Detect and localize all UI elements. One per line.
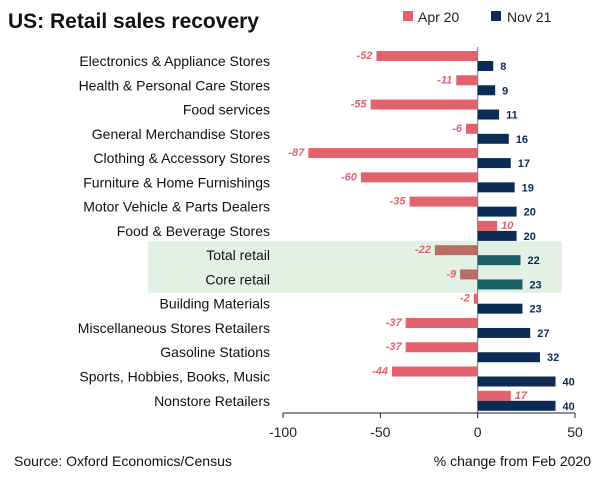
value-nov-21-food-and-beverage-stores: 20 [524, 231, 536, 243]
bar-apr-20-gasoline-stations [405, 342, 478, 353]
value-nov-21-miscellaneous-stores-retailers: 27 [537, 328, 549, 340]
x-tick-label: -100 [269, 424, 297, 440]
bar-apr-20-nonstore-retailers [477, 390, 511, 401]
bar-nov-21-food-and-beverage-stores [477, 230, 517, 241]
legend-label-apr-20: Apr 20 [418, 9, 459, 25]
bar-nov-21-food-services [477, 109, 500, 120]
value-apr-20-food-services: -55 [351, 99, 368, 111]
category-label-health-and-personal-care-stores: Health & Personal Care Stores [79, 77, 270, 93]
bar-apr-20-general-merchandise-stores [465, 123, 478, 134]
bar-nov-21-core-retail [477, 279, 523, 290]
category-label-gasoline-stations: Gasoline Stations [160, 344, 270, 360]
value-nov-21-clothing-and-accessory-stores: 17 [518, 158, 530, 170]
legend-label-nov-21: Nov 21 [507, 9, 552, 25]
bar-apr-20-clothing-and-accessory-stores [308, 148, 478, 159]
bar-nov-21-miscellaneous-stores-retailers [477, 327, 531, 338]
legend-swatch-nov-21 [491, 11, 501, 21]
value-nov-21-nonstore-retailers: 40 [563, 401, 575, 413]
value-apr-20-general-merchandise-stores: -6 [452, 123, 463, 135]
value-apr-20-clothing-and-accessory-stores: -87 [288, 147, 305, 159]
category-label-miscellaneous-stores-retailers: Miscellaneous Stores Retailers [78, 320, 270, 336]
value-nov-21-total-retail: 22 [527, 255, 539, 267]
value-nov-21-health-and-personal-care-stores: 9 [502, 85, 508, 97]
value-apr-20-furniture-and-home-furnishings: -60 [341, 171, 358, 183]
x-axis-title: % change from Feb 2020 [434, 453, 591, 469]
category-label-total-retail: Total retail [206, 247, 270, 263]
category-label-electronics-and-appliance-stores: Electronics & Appliance Stores [79, 53, 270, 69]
value-apr-20-food-and-beverage-stores: 10 [501, 220, 514, 232]
x-tick-label: 50 [567, 424, 583, 440]
category-labels: Electronics & Appliance Stores Health & P… [78, 53, 270, 409]
bar-nov-21-gasoline-stations [477, 352, 540, 363]
legend: Apr 20 Nov 21 [403, 9, 552, 25]
value-apr-20-core-retail: -9 [446, 268, 457, 280]
value-nov-21-building-materials: 23 [529, 304, 541, 316]
bar-nov-21-general-merchandise-stores [477, 133, 509, 144]
bar-apr-20-sports-hobbies-books-music [392, 366, 478, 377]
bar-apr-20-food-services [370, 99, 478, 110]
bar-apr-20-miscellaneous-stores-retailers [405, 317, 478, 328]
bar-apr-20-health-and-personal-care-stores [456, 75, 478, 86]
value-nov-21-food-services: 11 [506, 110, 518, 122]
category-label-building-materials: Building Materials [160, 296, 271, 312]
value-apr-20-building-materials: -2 [460, 293, 470, 305]
legend-swatch-apr-20 [403, 11, 413, 21]
bar-apr-20-furniture-and-home-furnishings [360, 172, 478, 183]
category-label-sports-hobbies-books-music: Sports, Hobbies, Books, Music [79, 369, 270, 385]
bar-nov-21-furniture-and-home-furnishings [477, 182, 515, 193]
bar-apr-20-electronics-and-appliance-stores [376, 51, 478, 61]
value-apr-20-motor-vehicle-and-parts-dealers: -35 [390, 196, 407, 208]
bar-apr-20-food-and-beverage-stores [477, 220, 498, 231]
bar-nov-21-motor-vehicle-and-parts-dealers [477, 206, 517, 217]
bar-nov-21-clothing-and-accessory-stores [477, 158, 511, 169]
category-label-general-merchandise-stores: General Merchandise Stores [92, 126, 270, 142]
chart-title: US: Retail sales recovery [8, 10, 259, 33]
category-label-furniture-and-home-furnishings: Furniture & Home Furnishings [83, 174, 270, 190]
source-note: Source: Oxford Economics/Census [14, 453, 232, 469]
value-nov-21-furniture-and-home-furnishings: 19 [522, 182, 534, 194]
value-nov-21-core-retail: 23 [529, 279, 541, 291]
x-tick-label: 0 [474, 424, 482, 440]
category-label-nonstore-retailers: Nonstore Retailers [154, 393, 270, 409]
bars: -528-119-5511-616-8717-6019-35201020-222… [288, 50, 574, 413]
category-label-food-services: Food services [183, 102, 270, 118]
bar-nov-21-building-materials [477, 303, 523, 314]
value-apr-20-electronics-and-appliance-stores: -52 [357, 50, 373, 62]
category-label-clothing-and-accessory-stores: Clothing & Accessory Stores [93, 150, 270, 166]
bar-nov-21-total-retail [477, 255, 521, 266]
value-apr-20-sports-hobbies-books-music: -44 [372, 366, 388, 378]
bar-nov-21-sports-hobbies-books-music [477, 376, 556, 387]
value-apr-20-health-and-personal-care-stores: -11 [437, 74, 452, 86]
value-apr-20-miscellaneous-stores-retailers: -37 [386, 317, 403, 329]
value-apr-20-total-retail: -22 [415, 244, 431, 256]
category-label-motor-vehicle-and-parts-dealers: Motor Vehicle & Parts Dealers [83, 199, 270, 215]
bar-nov-21-health-and-personal-care-stores [477, 85, 496, 96]
bar-apr-20-building-materials [473, 293, 478, 304]
value-apr-20-nonstore-retailers: 17 [515, 390, 528, 402]
bar-nov-21-nonstore-retailers [477, 400, 556, 411]
x-tick-label: -50 [370, 424, 390, 440]
value-nov-21-gasoline-stations: 32 [547, 352, 559, 364]
bar-apr-20-total-retail [434, 245, 478, 256]
value-nov-21-sports-hobbies-books-music: 40 [563, 377, 575, 389]
bar-apr-20-core-retail [460, 269, 478, 280]
value-nov-21-motor-vehicle-and-parts-dealers: 20 [524, 207, 536, 219]
category-label-food-and-beverage-stores: Food & Beverage Stores [117, 223, 270, 239]
bar-nov-21-electronics-and-appliance-stores [477, 61, 494, 71]
value-nov-21-general-merchandise-stores: 16 [516, 134, 528, 146]
value-nov-21-electronics-and-appliance-stores: 8 [500, 61, 506, 73]
value-apr-20-gasoline-stations: -37 [386, 341, 403, 353]
bar-apr-20-motor-vehicle-and-parts-dealers [409, 196, 478, 207]
category-label-core-retail: Core retail [205, 271, 270, 287]
